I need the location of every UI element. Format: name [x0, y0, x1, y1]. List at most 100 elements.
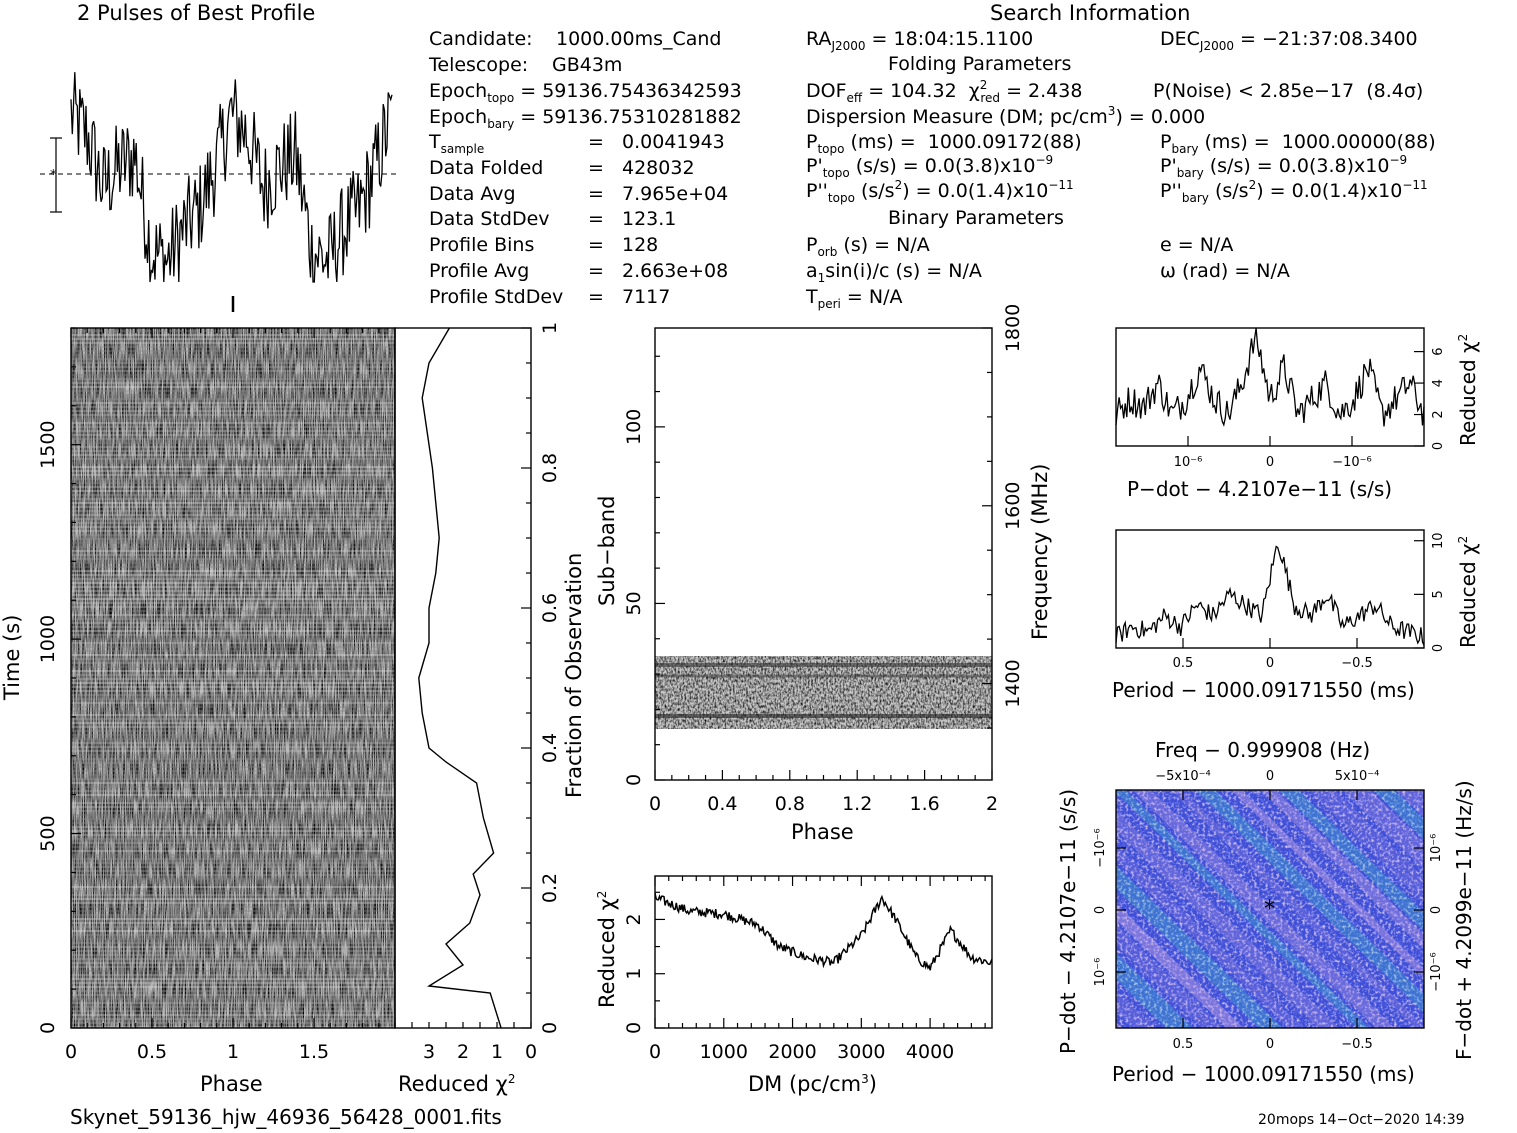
fraction-tick-label: 0.2 — [539, 873, 561, 903]
time-row — [71, 654, 395, 656]
profile-stddev-value: 7117 — [622, 286, 671, 308]
time-row — [71, 410, 395, 412]
time-row — [71, 758, 395, 760]
p-pdot-stripe — [1231, 790, 1424, 979]
time-row — [71, 754, 395, 756]
time-row — [71, 950, 395, 952]
binary-params-title: Binary Parameters — [888, 207, 1064, 229]
phase-tick-label: 1.5 — [299, 1041, 329, 1063]
time-row — [71, 750, 395, 752]
time-row — [71, 378, 395, 380]
time-row — [71, 346, 395, 348]
phase-tick-label: 0 — [65, 1041, 77, 1063]
time-row — [71, 658, 395, 660]
pdot-bary-value: 0.0(3.8)x10 — [1278, 155, 1390, 177]
dec-value: −21:37:08.3400 — [1261, 28, 1418, 50]
epoch-bary-row: Epochbary = 59136.75310281882 — [429, 106, 742, 131]
time-tick-label: 500 — [37, 815, 59, 851]
fraction-tick-label: 0.6 — [539, 593, 561, 623]
p-pdot-stripe — [1195, 790, 1424, 1013]
folding-params-title: Folding Parameters — [888, 53, 1072, 75]
time-row — [71, 994, 395, 996]
time-row — [71, 962, 395, 964]
time-tick-label: 1500 — [37, 420, 59, 468]
dm-xlabel: DM (pc/cm3) — [748, 1072, 877, 1096]
epoch-topo-row: Epochtopo = 59136.75436342593 — [429, 80, 742, 105]
data-stddev-label: Data StdDev — [429, 208, 550, 230]
time-row — [71, 398, 395, 400]
time-row — [71, 938, 395, 940]
time-row — [71, 702, 395, 704]
pddot-topo-row: P''topo (s/s2) = 0.0(1.4)x10−11 — [806, 178, 1074, 205]
dm-row: Dispersion Measure (DM; pc/cm3) = 0.000 — [806, 104, 1206, 128]
time-row — [71, 806, 395, 808]
p-pdot-stripe — [1171, 790, 1424, 1028]
redchi-tick-label: 2 — [457, 1041, 469, 1063]
time-row — [71, 446, 395, 448]
fraction-ylabel: Fraction of Observation — [562, 552, 586, 798]
time-row — [71, 910, 395, 912]
time-row — [71, 930, 395, 932]
time-row — [71, 782, 395, 784]
time-row — [71, 578, 395, 580]
tsample-label: Tsample — [429, 131, 485, 156]
tperi-row: Tperi = N/A — [806, 286, 903, 311]
time-row — [71, 794, 395, 796]
time-row — [71, 562, 395, 564]
time-row — [71, 430, 395, 432]
time-row — [71, 342, 395, 344]
time-row — [71, 902, 395, 904]
ptopo-row: Ptopo (ms) = 1000.09172(88) — [806, 131, 1082, 156]
phase-time-plot: 0 0.5 1 1.5 0 500 1000 1500 — [37, 296, 396, 1063]
dm-plot: 0 1000 2000 3000 4000 0 1 2 — [623, 875, 993, 1063]
profile-bins-value: 128 — [622, 234, 659, 256]
telescope-label: Telescope: — [429, 54, 529, 76]
epoch-topo-value: 59136.75436342593 — [542, 80, 742, 102]
time-row — [71, 550, 395, 552]
time-row — [71, 786, 395, 788]
time-row — [71, 338, 395, 340]
p-pdot-stripe — [1116, 903, 1244, 1028]
time-row — [71, 822, 395, 824]
pdot-x-label: −10⁻⁶ — [1332, 455, 1372, 470]
time-row — [71, 614, 395, 616]
time-row — [71, 866, 395, 868]
time-row — [71, 966, 395, 968]
time-row — [71, 662, 395, 664]
pdot-line — [1115, 327, 1425, 427]
pp-top-label: −5x10⁻⁴ — [1155, 769, 1210, 784]
time-row — [71, 670, 395, 672]
pp-y-label-right: 10⁻⁶ — [1429, 834, 1444, 863]
pdot-xlabel: P−dot − 4.2107e−11 (s/s) — [1127, 477, 1393, 501]
subband-x-label: 0.8 — [775, 793, 805, 815]
redchi-fraction-plot: 3 2 1 000.20.40.60.81 — [394, 322, 561, 1063]
time-row — [71, 390, 395, 392]
time-row — [71, 518, 395, 520]
time-row — [71, 762, 395, 764]
time-row — [71, 606, 395, 608]
p-pdot-stripe — [1116, 845, 1304, 1028]
time-row — [71, 366, 395, 368]
time-row — [71, 374, 395, 376]
filename: Skynet_59136_hjw_46936_56428_0001.fits — [70, 1105, 502, 1129]
data-avg-label: Data Avg — [429, 183, 516, 205]
time-row — [71, 514, 395, 516]
time-row — [71, 542, 395, 544]
time-tick-label: 1000 — [37, 615, 59, 663]
data-avg-value: 7.965e+04 — [622, 183, 729, 205]
time-row — [71, 546, 395, 548]
p-pdot-stripe — [562, 690, 1062, 1133]
pddot-bary-row: P''bary (s/s2) = 0.0(1.4)x10−11 — [1160, 178, 1428, 205]
time-row — [71, 850, 395, 852]
pdot-ylabel: Reduced χ2 — [1456, 333, 1480, 446]
time-row — [71, 610, 395, 612]
data-folded-label: Data Folded — [429, 157, 544, 179]
dm-x-label: 3000 — [837, 1041, 885, 1063]
time-row — [71, 878, 395, 880]
frequency-ylabel: Frequency (MHz) — [1028, 463, 1052, 640]
time-row — [71, 350, 395, 352]
omega-row: ω (rad) = N/A — [1160, 260, 1290, 282]
p-pdot-stripe — [590, 690, 1090, 1133]
pdot-topo-value: 0.0(3.8)x10 — [924, 155, 1036, 177]
phase-tick-label: 0.5 — [137, 1041, 167, 1063]
